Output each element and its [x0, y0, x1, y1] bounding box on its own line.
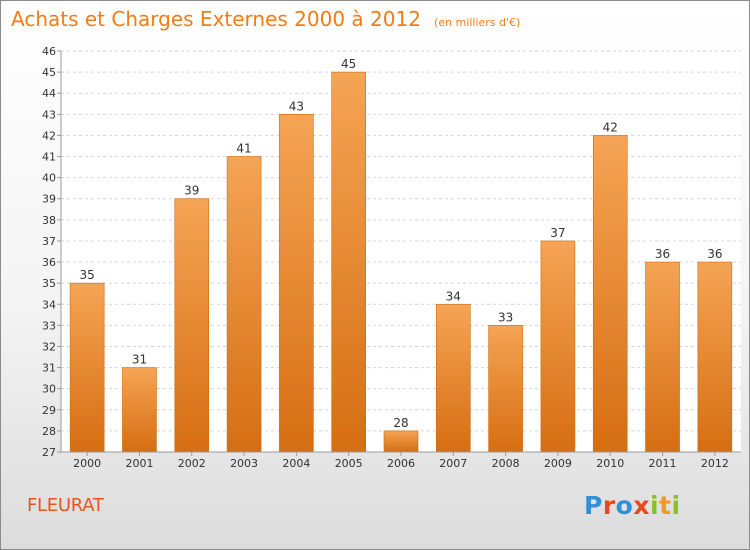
chart-subtitle: (en milliers d'€)	[434, 16, 521, 29]
x-axis-ticks: 2000 2001 2002 2003 2004 2005 2006 2007 2008 2009…	[73, 452, 729, 470]
data-label-2012: 36	[707, 247, 722, 261]
y-tick-label: 32	[42, 340, 56, 353]
data-label-2002: 39	[184, 184, 199, 198]
x-tick-label-2003: 2003	[230, 457, 258, 470]
data-label-2007: 34	[446, 289, 461, 303]
x-tick-label-2012: 2012	[701, 457, 729, 470]
y-tick-label: 46	[42, 45, 56, 58]
proxiti-logo: Proxiti	[584, 491, 681, 520]
logo-letter: i	[671, 491, 681, 520]
bar-2008	[488, 325, 523, 453]
bar-2012	[697, 261, 733, 453]
commune-name: FLEURAT	[27, 495, 104, 516]
data-label-2006: 28	[393, 416, 408, 430]
data-label-2008: 33	[498, 310, 513, 324]
x-tick-label-2011: 2011	[649, 457, 677, 470]
y-tick-label: 45	[42, 66, 56, 79]
bar-2007	[436, 303, 471, 453]
bar-2003	[226, 156, 262, 453]
y-tick-label: 43	[42, 108, 56, 121]
grid-lines	[61, 50, 741, 453]
y-tick-label: 27	[42, 446, 56, 459]
data-label-2004: 43	[289, 99, 304, 113]
x-tick-label-2008: 2008	[492, 457, 520, 470]
x-tick-label-2010: 2010	[596, 457, 624, 470]
x-tick-label-2001: 2001	[125, 457, 153, 470]
y-tick-label: 35	[42, 277, 56, 290]
bar-2002	[174, 198, 210, 453]
plot-area	[61, 51, 741, 452]
x-tick-label-2000: 2000	[73, 457, 101, 470]
y-tick-label: 41	[42, 151, 56, 164]
y-tick-label: 30	[42, 383, 56, 396]
bar-2010	[592, 135, 628, 453]
y-tick-label: 37	[42, 235, 56, 248]
x-tick-label-2009: 2009	[544, 457, 572, 470]
logo-letter: x	[633, 491, 650, 520]
y-tick-label: 28	[42, 425, 56, 438]
data-label-2009: 37	[550, 226, 565, 240]
bar-2009	[540, 240, 576, 453]
x-tick-label-2006: 2006	[387, 457, 415, 470]
chart-title: Achats et Charges Externes 2000 à 2012	[11, 7, 421, 31]
y-tick-label: 44	[42, 87, 56, 100]
bar-2005	[331, 71, 366, 453]
data-label-2001: 31	[132, 353, 147, 367]
y-tick-label: 34	[42, 298, 56, 311]
x-tick-label-2004: 2004	[282, 457, 310, 470]
x-tick-label-2005: 2005	[335, 457, 363, 470]
bar-2001	[122, 367, 157, 453]
y-tick-label: 38	[42, 214, 56, 227]
data-label-2005: 45	[341, 57, 356, 71]
data-label-2003: 41	[236, 142, 251, 156]
y-tick-label: 40	[42, 172, 56, 185]
data-label-2010: 42	[603, 120, 618, 134]
data-labels: 35 31 39 41 43 45 28 34 33 37 42 36 36	[80, 57, 723, 430]
logo-letter: r	[602, 491, 616, 520]
y-tick-label: 33	[42, 319, 56, 332]
x-tick-label-2007: 2007	[439, 457, 467, 470]
data-label-2011: 36	[655, 247, 670, 261]
logo-letter: o	[615, 491, 634, 520]
y-tick-label: 39	[42, 193, 56, 206]
x-tick-label-2002: 2002	[178, 457, 206, 470]
logo-letter: i	[650, 491, 660, 520]
bar-2000	[69, 282, 105, 453]
data-label-2000: 35	[80, 268, 95, 282]
y-tick-label: 31	[42, 362, 56, 375]
bar-2004	[279, 114, 314, 453]
bars	[69, 71, 733, 453]
y-tick-label: 42	[42, 129, 56, 142]
y-tick-label: 29	[42, 404, 56, 417]
logo-letter: P	[584, 491, 603, 520]
y-tick-label: 36	[42, 256, 56, 269]
title-block: Achats et Charges Externes 2000 à 2012 (…	[11, 7, 520, 31]
logo-letter: t	[659, 491, 672, 520]
y-axis-ticks: 27 28 29 30 31 32 33 34 35 36 37 38 39 40 41 42 43 44 45 46	[42, 45, 61, 459]
bar-2006	[383, 430, 419, 453]
bar-2011	[645, 261, 680, 453]
